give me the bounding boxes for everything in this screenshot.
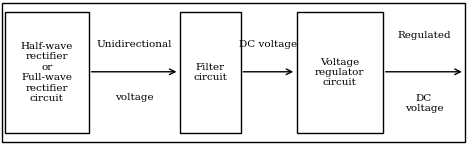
Text: Unidirectional: Unidirectional: [96, 40, 172, 49]
Text: DC voltage: DC voltage: [239, 40, 297, 49]
Bar: [180, 12, 241, 133]
Bar: [5, 12, 89, 133]
Text: DC
voltage: DC voltage: [405, 94, 443, 113]
Text: Half-wave
rectifier
or
Full-wave
rectifier
circuit: Half-wave rectifier or Full-wave rectifi…: [21, 42, 73, 103]
Bar: [297, 12, 383, 133]
Text: Filter
circuit: Filter circuit: [193, 63, 227, 82]
Text: voltage: voltage: [115, 93, 153, 102]
Text: Regulated: Regulated: [397, 31, 451, 40]
Text: Voltage
regulator
circuit: Voltage regulator circuit: [315, 58, 364, 87]
